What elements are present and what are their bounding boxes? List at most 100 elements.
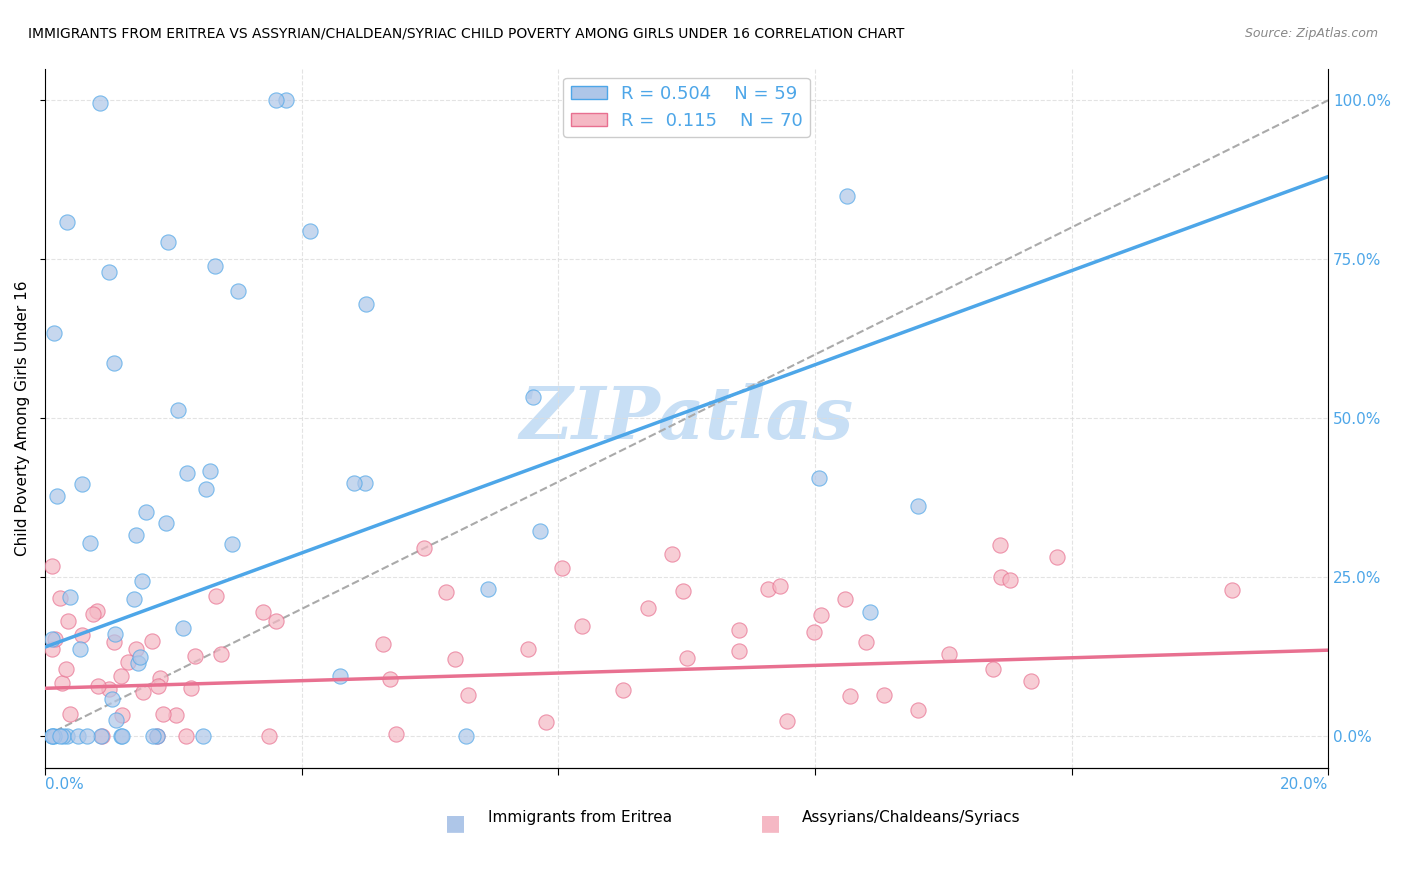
Point [172, 621, 194, 635]
Point [69, 641, 91, 656]
Point [769, 579, 792, 593]
Point [727, 643, 749, 657]
Point [145, 729, 167, 743]
Point [125, 641, 148, 656]
Point [55, 215, 77, 229]
Point [132, 685, 155, 699]
Point [49, 729, 72, 743]
Point [343, 475, 366, 490]
Point [55, 662, 77, 676]
Point [157, 235, 180, 249]
Point [672, 583, 695, 598]
Text: ZIPatlas: ZIPatlas [520, 383, 853, 454]
Point [52, 729, 75, 743]
Point [184, 649, 207, 664]
Point [76, 729, 98, 743]
Point [907, 703, 929, 717]
Point [434, 584, 457, 599]
Point [551, 561, 574, 575]
Point [612, 682, 634, 697]
Point [103, 356, 125, 370]
Point [329, 668, 352, 682]
Point [981, 662, 1004, 676]
Point [117, 656, 139, 670]
Point [907, 499, 929, 513]
Point [59, 590, 82, 604]
Point [859, 605, 882, 619]
Point [44, 326, 66, 340]
Point [204, 259, 226, 273]
Point [517, 641, 540, 656]
Point [675, 650, 697, 665]
Point [191, 729, 214, 743]
Point [100, 691, 122, 706]
Point [412, 541, 434, 556]
Point [41, 729, 63, 743]
Point [855, 634, 877, 648]
Legend: R = 0.504    N = 59, R =  0.115    N = 70: R = 0.504 N = 59, R = 0.115 N = 70 [564, 78, 810, 137]
Point [51, 676, 73, 690]
Point [122, 592, 145, 607]
Point [180, 681, 202, 695]
Text: 20.0%: 20.0% [1279, 777, 1329, 792]
Point [72, 477, 94, 491]
Point [110, 668, 132, 682]
Point [195, 482, 218, 496]
Point [756, 582, 779, 597]
Point [1046, 549, 1069, 564]
Point [198, 464, 221, 478]
Point [661, 547, 683, 561]
Point [298, 224, 321, 238]
Point [90, 729, 112, 743]
Point [838, 689, 860, 703]
Point [529, 524, 551, 538]
Point [522, 390, 544, 404]
Point [41, 632, 63, 647]
Point [155, 516, 177, 530]
Point [111, 708, 134, 723]
Point [380, 672, 402, 686]
Point [125, 527, 148, 541]
Point [49, 591, 72, 606]
Point [938, 647, 960, 661]
Point [131, 574, 153, 588]
Point [44, 729, 66, 743]
Point [727, 624, 749, 638]
Point [353, 476, 375, 491]
Point [103, 634, 125, 648]
Point [264, 93, 287, 107]
Point [257, 729, 280, 743]
Point [129, 650, 152, 665]
Point [834, 592, 856, 607]
Point [803, 624, 825, 639]
Point [45, 489, 67, 503]
Point [103, 627, 125, 641]
Point [998, 574, 1021, 588]
Point [149, 671, 172, 685]
Point [776, 714, 799, 729]
Point [41, 559, 63, 574]
Point [98, 265, 121, 279]
Point [87, 679, 110, 693]
Point [174, 729, 197, 743]
Point [127, 656, 149, 670]
Point [1021, 673, 1043, 688]
Point [79, 536, 101, 550]
Point [571, 618, 593, 632]
Point [44, 632, 66, 647]
Text: Immigrants from Eritrea: Immigrants from Eritrea [488, 810, 672, 825]
Text: Assyrians/Chaldeans/Syriacs: Assyrians/Chaldeans/Syriacs [803, 810, 1021, 825]
Point [41, 729, 63, 743]
Point [807, 471, 830, 485]
Point [990, 570, 1012, 584]
Point [1220, 582, 1243, 597]
Point [82, 607, 104, 622]
Point [454, 729, 477, 743]
Point [41, 641, 63, 656]
Text: IMMIGRANTS FROM ERITREA VS ASSYRIAN/CHALDEAN/SYRIAC CHILD POVERTY AMONG GIRLS UN: IMMIGRANTS FROM ERITREA VS ASSYRIAN/CHAL… [28, 27, 904, 41]
Point [354, 296, 377, 310]
Point [90, 729, 112, 743]
Point [148, 679, 170, 693]
Point [59, 707, 82, 722]
Point [226, 284, 249, 298]
